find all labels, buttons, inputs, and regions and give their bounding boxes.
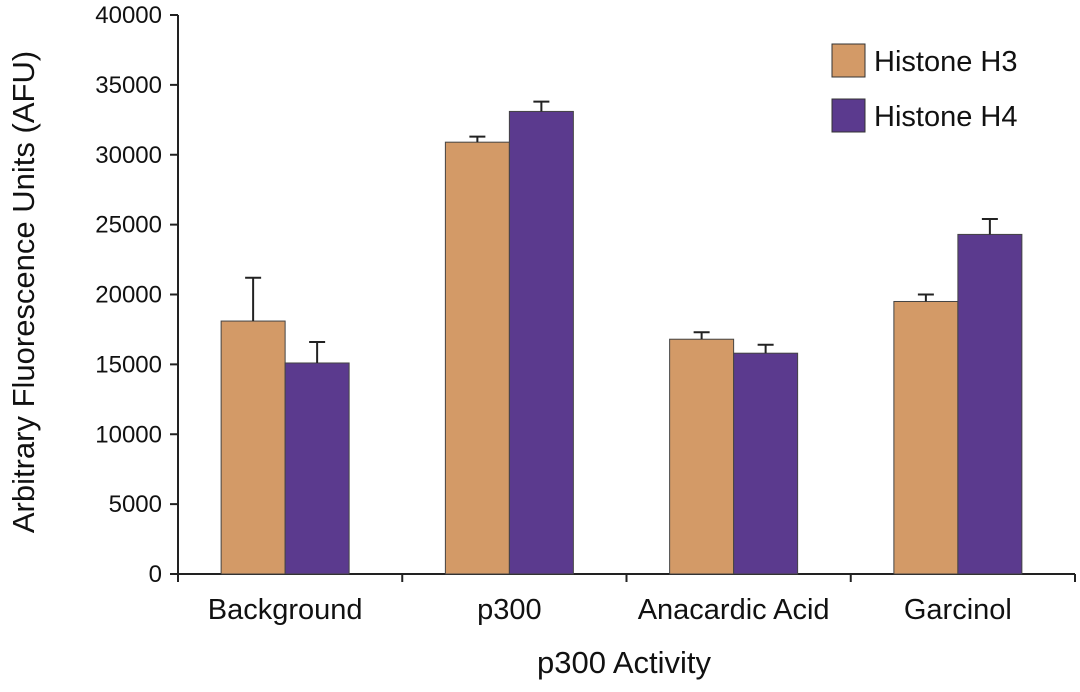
y-axis-title: Arbitrary Fluorescence Units (AFU) xyxy=(6,51,41,533)
y-tick-label: 25000 xyxy=(95,212,162,239)
y-tick-label: 0 xyxy=(149,561,162,588)
x-axis-title: p300 Activity xyxy=(537,645,712,680)
plot-area: 0 5000 10000 15000 20000 25000 30000 35000 40000… xyxy=(95,2,1076,626)
bar-histone-h4-anacardic-acid xyxy=(733,352,799,575)
x-tick-label: p300 xyxy=(477,594,542,626)
bar-histone-h4-p300 xyxy=(508,110,574,575)
bar-histone-h3-background xyxy=(220,320,286,575)
legend-label-histone-h3: Histone H3 xyxy=(874,46,1017,78)
y-tick-label: 35000 xyxy=(95,72,162,99)
x-tick-label: Background xyxy=(208,594,363,626)
bar-histone-h3-p300 xyxy=(444,141,510,575)
legend: Histone H3 Histone H4 xyxy=(831,43,1017,133)
bar-histone-h3-garcinol xyxy=(893,300,959,575)
y-tick-label: 40000 xyxy=(95,2,162,29)
legend-swatch-histone-h3 xyxy=(831,43,866,78)
bar-histone-h4-garcinol xyxy=(957,233,1023,575)
y-tick-label: 20000 xyxy=(95,282,162,309)
x-tick-label: Anacardic Acid xyxy=(638,594,830,626)
x-tick-label: Garcinol xyxy=(904,594,1012,626)
bar-histone-h3-anacardic-acid xyxy=(669,338,735,575)
legend-label-histone-h4: Histone H4 xyxy=(874,101,1017,133)
y-tick-label: 5000 xyxy=(109,491,162,518)
bar-histone-h4-background xyxy=(284,362,350,575)
y-tick-label: 15000 xyxy=(95,351,162,378)
y-tick-label: 10000 xyxy=(95,421,162,448)
legend-swatch-histone-h4 xyxy=(831,98,866,133)
y-tick-label: 30000 xyxy=(95,142,162,169)
